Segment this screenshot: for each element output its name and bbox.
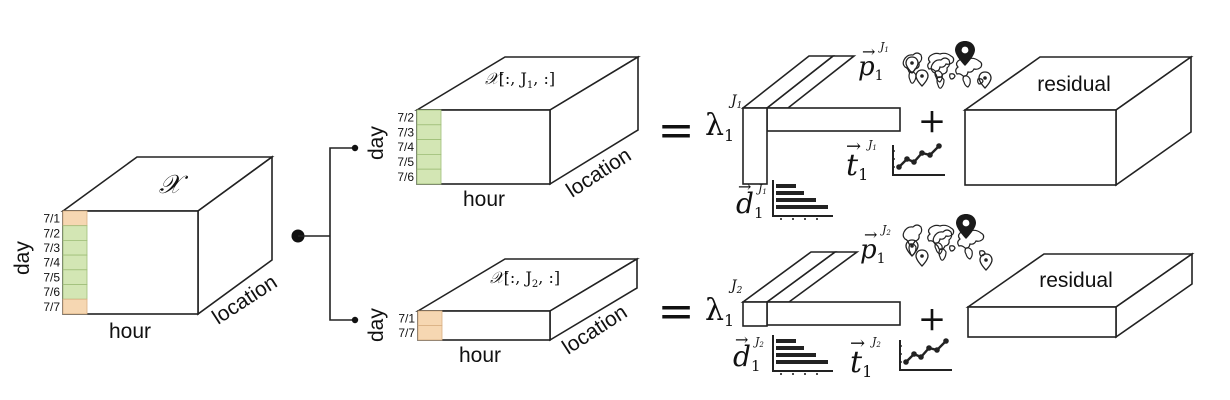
top-p-superscript: J1 [878, 40, 889, 54]
day-cell [416, 168, 442, 185]
bottom-rank1-component [740, 251, 901, 327]
day-cell [416, 153, 442, 170]
top-lambda-symbol: λ1 [705, 108, 734, 145]
top-plus-sign: + [918, 101, 947, 141]
bottom-slice-tensor: 𝒳[:, J2, :] 7/17/7 day hour location [365, 257, 640, 367]
day-cell [62, 269, 88, 285]
day-label: 7/3 [397, 125, 414, 139]
top-slice-tensor: 𝒳[:, J1, :] 7/27/37/47/57/6 day hour loc… [365, 55, 641, 211]
bar-chart-icon [772, 179, 834, 221]
top-day-factor: d1 → J1 [736, 177, 834, 222]
day-label: 7/4 [43, 256, 60, 270]
day-cell [62, 298, 88, 315]
day-cell [62, 210, 88, 227]
bottom-t-vector: t1 [850, 345, 872, 381]
main-hour-axis-label: hour [109, 320, 151, 343]
main-tensor: 𝒳 7/17/27/37/47/57/67/7 day hour locatio… [11, 155, 281, 343]
line-chart-icon [891, 141, 947, 177]
top-t-superscript: J1 [866, 138, 877, 152]
bar-chart-icon [772, 334, 834, 376]
day-label: 7/7 [43, 300, 60, 314]
day-cell [416, 139, 442, 155]
day-label: 7/1 [398, 311, 415, 325]
bottom-residual-tensor: residual [965, 252, 1195, 339]
location-pin-icon [955, 41, 975, 66]
bottom-day-labels: 7/17/7 [398, 311, 415, 340]
day-label: 7/1 [43, 212, 60, 226]
svg-text:→: → [846, 136, 861, 157]
bottom-slice-label: 𝒳[:, J2, :] [490, 268, 560, 290]
day-label: 7/6 [397, 170, 414, 184]
day-cell [62, 254, 88, 271]
branch-connector [291, 144, 359, 324]
top-t-vector: t1 [846, 148, 868, 184]
bottom-lambda: λ1 J2 [705, 278, 743, 330]
day-label: 7/3 [43, 241, 60, 255]
bottom-time-factor: t1 → J2 [850, 333, 954, 381]
svg-text:→: → [735, 330, 748, 349]
day-label: 7/2 [43, 226, 60, 240]
bottom-day-cells [417, 310, 443, 341]
bottom-lambda-superscript: J2 [728, 278, 743, 296]
day-cell [416, 109, 442, 126]
top-location-factor: p1 → J1 [858, 40, 992, 89]
bottom-p-superscript: J2 [880, 223, 891, 237]
top-rank1-component [740, 55, 901, 185]
top-day-cells [416, 109, 442, 185]
svg-text:→: → [850, 333, 865, 354]
day-cell [62, 225, 88, 241]
line-chart-icon [898, 337, 954, 372]
bottom-location-factor: p1 → J2 [860, 214, 993, 271]
bottom-plus-sign: + [918, 299, 947, 339]
top-time-factor: t1 → J1 [846, 136, 947, 184]
bottom-d-vector: d1 [733, 340, 760, 375]
day-cell [417, 310, 443, 326]
svg-text:→: → [864, 225, 877, 244]
top-residual-tensor: residual [962, 55, 1194, 187]
day-label: 7/4 [397, 140, 414, 154]
bottom-lambda-symbol: λ1 [705, 293, 734, 330]
top-equals-sign: = [658, 105, 695, 156]
bottom-t-superscript: J2 [870, 335, 881, 349]
bottom-hour-axis-label: hour [459, 344, 501, 367]
world-map-icon [930, 57, 984, 89]
top-d-vector: d1 [736, 187, 763, 222]
top-d-superscript: J1 [756, 182, 767, 196]
location-pin-icon [915, 69, 929, 87]
day-cell [62, 239, 88, 256]
day-label: 7/2 [397, 111, 414, 125]
svg-text:→: → [862, 42, 875, 61]
bottom-day-axis-label: day [365, 308, 388, 342]
day-cell [416, 124, 442, 141]
location-pin-icon [978, 71, 992, 89]
day-label: 7/5 [43, 270, 60, 284]
day-label: 7/6 [43, 285, 60, 299]
bottom-day-factor: d1 → J2 [733, 330, 834, 376]
bottom-p-vector: p1 [860, 235, 886, 267]
location-pin-icon [915, 249, 929, 267]
day-label: 7/5 [397, 155, 414, 169]
top-slice-label: 𝒳[:, J1, :] [485, 69, 555, 91]
main-day-cells [62, 210, 88, 315]
day-cell [62, 284, 88, 300]
main-day-axis-label: day [11, 241, 34, 275]
bottom-d-superscript: J2 [753, 335, 764, 349]
top-residual-label: residual [1037, 73, 1111, 96]
day-cell [417, 325, 443, 341]
top-lambda-superscript: J1 [728, 93, 742, 111]
top-p-vector: p1 [858, 52, 884, 84]
top-day-labels: 7/27/37/47/57/6 [397, 111, 414, 184]
svg-text:→: → [738, 177, 751, 196]
main-day-labels: 7/17/27/37/47/57/67/7 [43, 212, 60, 314]
day-label: 7/7 [398, 326, 415, 340]
top-day-axis-label: day [365, 126, 388, 160]
top-lambda: λ1 J1 [705, 93, 742, 145]
bottom-residual-label: residual [1039, 269, 1113, 292]
top-hour-axis-label: hour [463, 188, 505, 211]
location-pin-icon [905, 56, 919, 74]
bottom-equals-sign: = [658, 286, 695, 337]
